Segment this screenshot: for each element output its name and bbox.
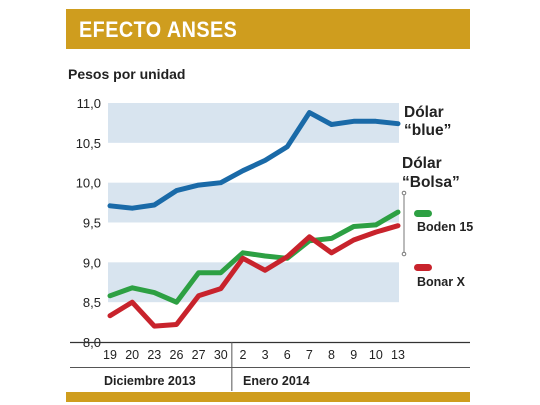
band-1 [108, 182, 399, 223]
x-tick-label: 3 [262, 348, 269, 362]
x-tick-label: 20 [125, 348, 139, 362]
group-label-december: Diciembre 2013 [104, 374, 196, 388]
footer-bar [66, 392, 470, 402]
legend-label-boden-15: Boden 15 [417, 220, 473, 234]
y-tick-label: 10,0 [76, 176, 101, 191]
x-tick-label: 9 [350, 348, 357, 362]
x-tick-label: 10 [369, 348, 383, 362]
bolsa-bracket-dot-top [401, 190, 407, 196]
y-tick-label: 8,5 [83, 295, 101, 310]
header-bar: EFECTO ANSES [66, 9, 470, 49]
group-label-january: Enero 2014 [243, 374, 310, 388]
x-tick-label: 8 [328, 348, 335, 362]
group-label-dolar-bolsa-line1: Dólar [402, 155, 442, 172]
y-axis-label: Pesos por unidad [68, 66, 186, 82]
bolsa-bracket-dot-bottom [401, 251, 407, 257]
y-tick-label: 11,0 [77, 96, 101, 111]
series-label-dolar-blue-line1: Dólar [404, 104, 444, 121]
x-tick-label: 6 [284, 348, 291, 362]
legend-label-bonar-x: Bonar X [417, 275, 466, 289]
series-line-dolar-blue [107, 110, 401, 211]
x-tick-label: 26 [170, 348, 184, 362]
series-line-boden-15 [107, 209, 401, 305]
x-tick-label: 7 [306, 348, 313, 362]
x-tick-label: 27 [192, 348, 206, 362]
series-label-dolar-blue-line2: “blue” [404, 122, 451, 139]
x-tick-label: 2 [239, 348, 246, 362]
series-line-bonar-x [107, 223, 401, 329]
chart-title: EFECTO ANSES [79, 17, 238, 42]
y-tick-label: 9,5 [83, 216, 101, 231]
x-tick-label: 23 [147, 348, 161, 362]
x-tick-label: 30 [214, 348, 228, 362]
band-0 [108, 262, 399, 303]
group-label-dolar-bolsa-line2: “Bolsa” [402, 174, 460, 191]
x-tick-label: 13 [391, 348, 405, 362]
legend-swatch-boden-15 [414, 210, 432, 217]
y-tick-label: 9,0 [83, 255, 101, 270]
x-tick-label: 19 [103, 348, 117, 362]
y-tick-label: 10,5 [76, 136, 101, 151]
legend-swatch-bonar-x [414, 264, 432, 271]
